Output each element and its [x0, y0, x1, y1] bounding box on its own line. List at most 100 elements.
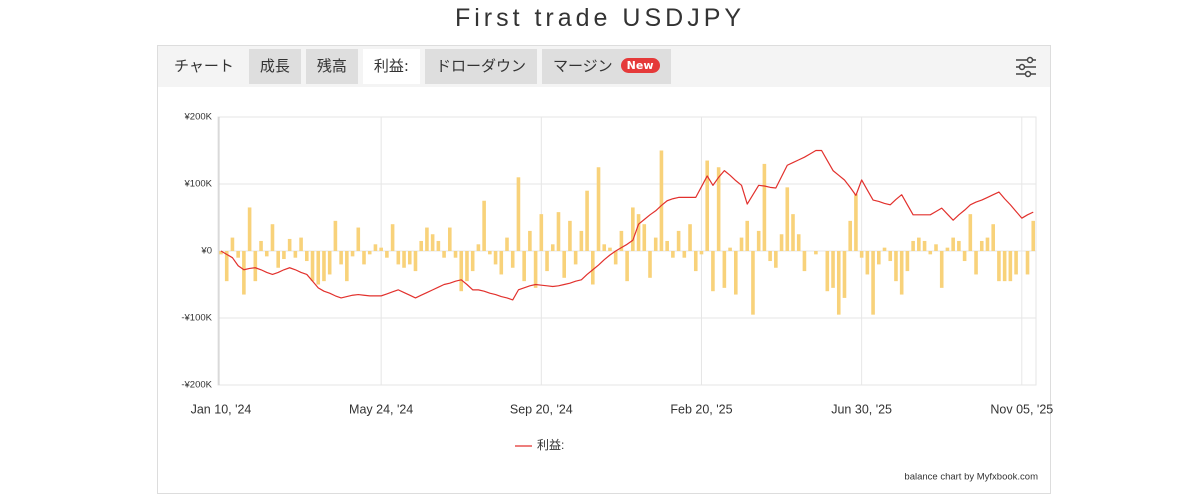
bar — [470, 251, 475, 272]
bar — [842, 251, 847, 298]
bar — [282, 251, 286, 260]
bar — [573, 251, 578, 265]
bar — [413, 251, 418, 272]
bar — [974, 251, 978, 275]
tab[interactable]: 利益: — [362, 49, 420, 84]
bar — [264, 251, 269, 257]
tab-label: ドローダウン — [435, 57, 526, 75]
tab-bar: チャート 成長 残高 利益: ドローダウン マージン New — [158, 46, 1050, 87]
bar — [562, 251, 566, 278]
bar — [871, 251, 875, 315]
bar — [591, 251, 595, 285]
bar — [774, 251, 778, 268]
bar — [436, 240, 441, 251]
bar — [510, 251, 515, 268]
bar — [465, 251, 469, 282]
bar — [430, 234, 435, 251]
bar — [333, 220, 338, 251]
bar — [327, 251, 332, 275]
bar — [602, 244, 607, 251]
bar — [390, 224, 395, 251]
bar — [951, 237, 955, 251]
chart-panel: チャート 成長 残高 利益: ドローダウン マージン New — [157, 45, 1051, 494]
bar — [722, 251, 727, 288]
bar — [882, 247, 887, 251]
bar — [407, 251, 412, 265]
bar — [802, 251, 807, 272]
bar — [242, 251, 246, 295]
settings-icon[interactable] — [1014, 55, 1038, 79]
x-tick-label: Jan 10, '24 — [191, 402, 252, 416]
bar — [459, 251, 464, 292]
tab: チャート — [162, 49, 244, 84]
bar — [1025, 251, 1030, 275]
tab-label: マージン — [552, 57, 613, 75]
tab[interactable]: 成長 — [248, 49, 301, 84]
bar — [448, 227, 452, 251]
bar — [859, 251, 864, 258]
bar — [734, 251, 738, 295]
bar — [968, 214, 973, 251]
bar — [1002, 251, 1007, 282]
bar — [613, 251, 618, 265]
tab[interactable]: ドローダウン — [424, 49, 537, 84]
tab[interactable]: マージン New — [541, 49, 671, 84]
new-badge: New — [620, 58, 660, 73]
bar — [1014, 251, 1018, 275]
x-tick-label: May 24, '24 — [349, 402, 413, 416]
bar — [693, 251, 698, 272]
bar — [642, 224, 647, 251]
tab-label: 成長 — [259, 57, 290, 75]
bar — [745, 220, 750, 251]
bar — [979, 240, 984, 251]
bar — [699, 251, 704, 255]
bar — [402, 251, 406, 268]
bar — [991, 224, 995, 251]
bar — [653, 237, 658, 251]
legend-label: 利益: — [537, 438, 564, 452]
bar — [659, 150, 664, 251]
y-tick-label: ¥200K — [184, 112, 213, 123]
x-tick-label: Feb 20, '25 — [670, 402, 732, 416]
bar — [259, 240, 263, 251]
bar — [608, 247, 612, 251]
tab[interactable]: 残高 — [305, 49, 358, 84]
bar — [671, 251, 675, 258]
bar — [796, 234, 801, 251]
bar — [888, 251, 893, 262]
bar — [493, 251, 498, 265]
bar — [785, 187, 790, 251]
bar — [310, 251, 315, 282]
bar — [373, 244, 378, 251]
bar — [236, 251, 240, 258]
bar — [339, 251, 343, 265]
bar — [739, 237, 744, 251]
bar — [631, 207, 635, 251]
bar — [1031, 220, 1036, 251]
bar — [287, 238, 292, 251]
bar — [596, 167, 601, 251]
bar — [253, 251, 258, 282]
bar — [762, 163, 767, 251]
bar — [779, 234, 784, 251]
bar — [619, 230, 624, 251]
bar — [957, 240, 961, 251]
bar — [997, 251, 1001, 282]
bar — [528, 230, 532, 251]
bar — [854, 194, 858, 251]
bar — [556, 212, 561, 251]
page-title: First trade USDJPY — [454, 4, 746, 32]
bar — [585, 190, 589, 251]
bar — [276, 251, 280, 268]
bar — [516, 177, 521, 251]
bar — [305, 251, 309, 262]
bar — [848, 220, 852, 251]
bar — [539, 214, 544, 251]
bar — [756, 230, 761, 251]
bar — [665, 240, 669, 251]
credit: balance chart by Myfxbook.com — [904, 472, 1038, 483]
bar — [316, 251, 321, 285]
bar — [385, 251, 389, 258]
